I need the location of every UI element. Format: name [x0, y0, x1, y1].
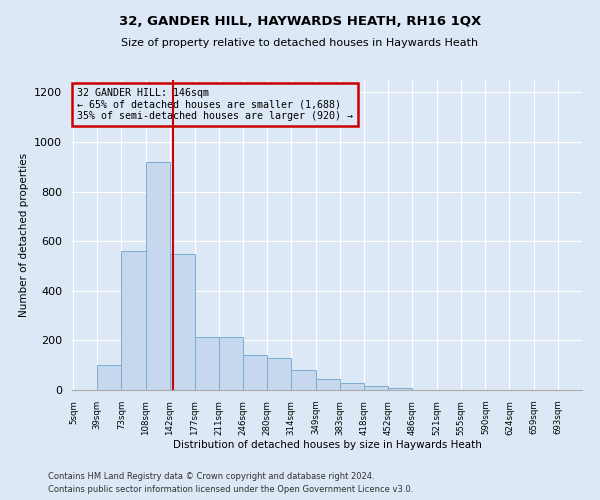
Text: Size of property relative to detached houses in Haywards Heath: Size of property relative to detached ho…: [121, 38, 479, 48]
Y-axis label: Number of detached properties: Number of detached properties: [19, 153, 29, 317]
Bar: [388, 388, 412, 390]
Text: Contains public sector information licensed under the Open Government Licence v3: Contains public sector information licen…: [48, 485, 413, 494]
Text: Contains HM Land Registry data © Crown copyright and database right 2024.: Contains HM Land Registry data © Crown c…: [48, 472, 374, 481]
Bar: [340, 382, 364, 390]
Bar: [97, 365, 121, 390]
Bar: [170, 254, 194, 390]
Bar: [291, 370, 316, 390]
Bar: [243, 356, 267, 390]
Text: 32 GANDER HILL: 146sqm
← 65% of detached houses are smaller (1,688)
35% of semi-: 32 GANDER HILL: 146sqm ← 65% of detached…: [77, 88, 353, 121]
Text: 32, GANDER HILL, HAYWARDS HEATH, RH16 1QX: 32, GANDER HILL, HAYWARDS HEATH, RH16 1Q…: [119, 15, 481, 28]
Bar: [121, 251, 146, 390]
Bar: [316, 379, 340, 390]
Bar: [146, 162, 170, 390]
Bar: [194, 336, 218, 390]
Bar: [218, 336, 243, 390]
Bar: [364, 386, 388, 390]
X-axis label: Distribution of detached houses by size in Haywards Heath: Distribution of detached houses by size …: [173, 440, 481, 450]
Bar: [267, 358, 291, 390]
